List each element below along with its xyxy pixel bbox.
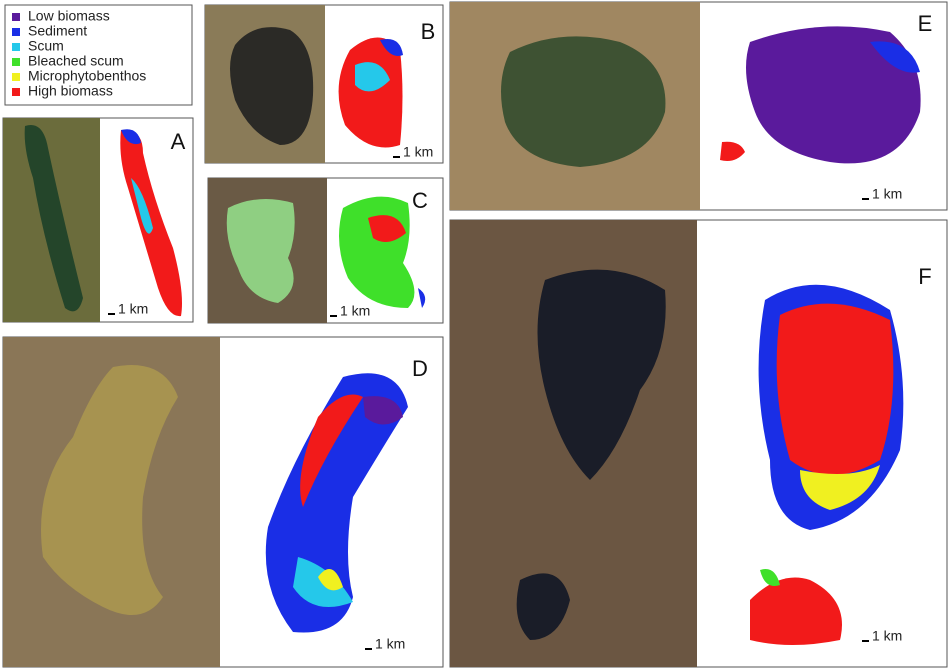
class-region: [746, 26, 921, 164]
legend-label: Bleached scum: [28, 53, 124, 69]
legend-swatch: [12, 58, 20, 66]
class-region: [760, 569, 780, 586]
panel-letter: B: [421, 19, 436, 44]
panel: C 1 km: [207, 177, 444, 324]
class-region: [318, 569, 343, 591]
class-region: [750, 577, 842, 645]
scale-label: 1 km: [403, 144, 433, 160]
class-region: [776, 303, 894, 475]
class-region: [870, 41, 920, 73]
legend-swatch: [12, 73, 20, 81]
lake: [226, 199, 295, 303]
panel: E 1 km: [449, 1, 948, 211]
class-region: [368, 215, 406, 242]
legend-swatch: [12, 88, 20, 96]
panel-letter: C: [412, 188, 428, 213]
panel-letter: A: [171, 129, 186, 154]
legend-swatch: [12, 28, 20, 36]
panel-letter: F: [918, 264, 931, 289]
scale-label: 1 km: [340, 303, 370, 319]
legend-swatch: [12, 13, 20, 21]
class-region: [121, 129, 141, 145]
class-region: [338, 37, 403, 148]
lake: [516, 269, 666, 640]
class-region: [720, 141, 745, 161]
panel-letter: D: [412, 356, 428, 381]
legend-box: [4, 4, 193, 106]
class-region: [418, 288, 426, 308]
scale-label: 1 km: [872, 628, 902, 644]
lake: [24, 124, 83, 312]
class-region: [300, 394, 363, 507]
legend-label: Microphytobenthos: [28, 68, 146, 84]
class-region: [380, 39, 403, 56]
class-region: [131, 178, 153, 234]
scale-label: 1 km: [118, 301, 148, 317]
lake: [41, 365, 178, 615]
lake: [501, 36, 666, 167]
scale-label: 1 km: [375, 636, 405, 652]
class-region: [355, 62, 390, 92]
panel: D 1 km: [2, 336, 444, 668]
legend-label: Scum: [28, 38, 64, 54]
legend-label: Sediment: [28, 23, 87, 39]
legend-label: High biomass: [28, 83, 113, 99]
class-region: [363, 396, 403, 425]
scale-label: 1 km: [872, 186, 902, 202]
legend-label: Low biomass: [28, 8, 110, 24]
class-region: [800, 465, 880, 510]
panel: B 1 km: [204, 4, 444, 164]
panel: F 1 km: [449, 219, 948, 668]
lake: [230, 27, 314, 146]
panel-letter: E: [918, 11, 933, 36]
panel: A 1 km: [2, 117, 194, 323]
legend-swatch: [12, 43, 20, 51]
